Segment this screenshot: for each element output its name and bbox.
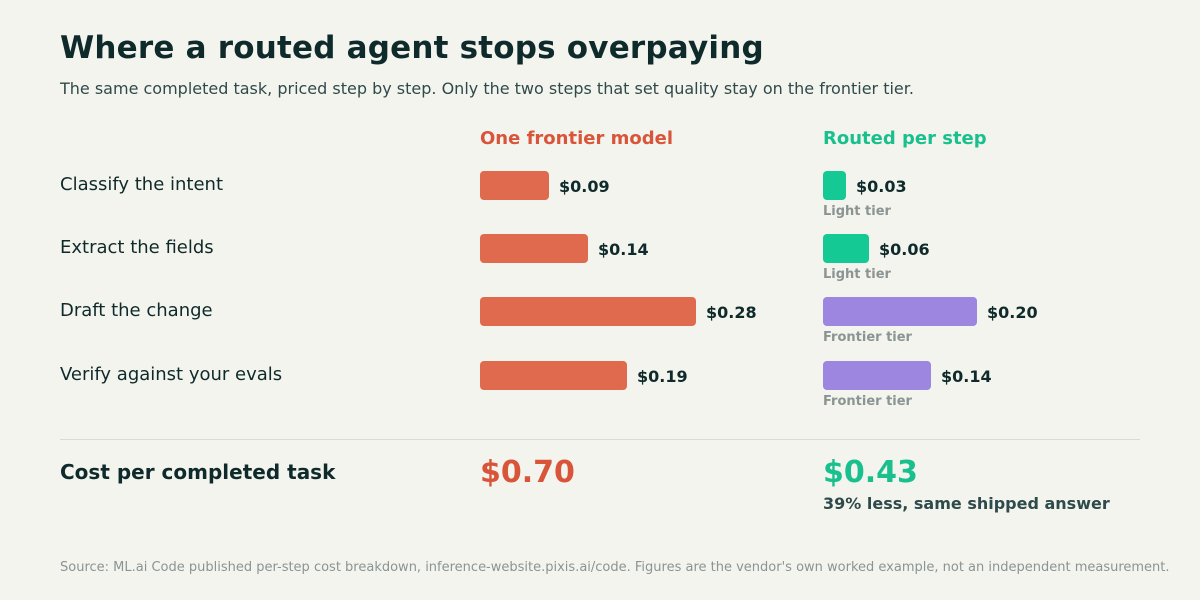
tier-label: Frontier tier <box>823 394 912 409</box>
frontier-bar <box>480 234 588 263</box>
step-label: Classify the intent <box>60 174 224 195</box>
step-label: Draft the change <box>60 300 213 321</box>
routed-bar <box>823 361 931 390</box>
column-header-frontier: One frontier model <box>480 128 673 149</box>
frontier-bar <box>480 171 549 200</box>
chart-title: Where a routed agent stops overpaying <box>60 30 764 66</box>
routed-bar-value: $0.06 <box>879 240 930 259</box>
routed-bar <box>823 297 977 326</box>
routed-bar-value: $0.14 <box>941 367 992 386</box>
frontier-bar-value: $0.19 <box>637 367 688 386</box>
total-frontier-value: $0.70 <box>480 455 575 490</box>
tier-label: Light tier <box>823 204 891 219</box>
column-header-routed: Routed per step <box>823 128 987 149</box>
frontier-bar-value: $0.14 <box>598 240 649 259</box>
saving-note: 39% less, same shipped answer <box>823 494 1110 513</box>
routed-bar <box>823 171 846 200</box>
chart-subtitle: The same completed task, priced step by … <box>60 79 914 98</box>
total-label: Cost per completed task <box>60 460 336 484</box>
routed-bar <box>823 234 869 263</box>
frontier-bar-value: $0.28 <box>706 303 757 322</box>
frontier-bar <box>480 361 627 390</box>
tier-label: Frontier tier <box>823 330 912 345</box>
step-label: Extract the fields <box>60 237 214 258</box>
source-note: Source: ML.ai Code published per-step co… <box>60 560 1170 575</box>
step-label: Verify against your evals <box>60 364 283 385</box>
divider <box>60 439 1140 440</box>
total-routed-value: $0.43 <box>823 455 918 490</box>
routed-bar-value: $0.03 <box>856 177 907 196</box>
frontier-bar <box>480 297 696 326</box>
routed-bar-value: $0.20 <box>987 303 1038 322</box>
tier-label: Light tier <box>823 267 891 282</box>
frontier-bar-value: $0.09 <box>559 177 610 196</box>
